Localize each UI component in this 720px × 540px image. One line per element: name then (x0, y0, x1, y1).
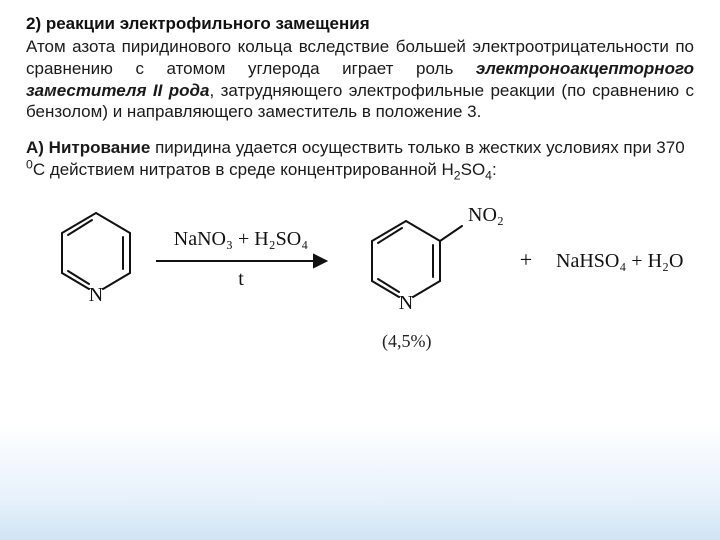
h2so4-sub-4: 4 (485, 168, 492, 182)
para2-rest-2: С действием нитратов в среде концентриро… (33, 160, 454, 179)
reaction-scheme: N NaNO₃ + H₂SO₄ t (26, 191, 694, 381)
nitro-substituent-label: NO₂ (468, 204, 504, 226)
yield-label: (4,5%) (382, 331, 431, 352)
para2-rest-1: пиридина удается осуществить только в же… (150, 138, 684, 157)
paragraph-intro: Атом азота пиридинового кольца вследстви… (26, 36, 694, 123)
h2so4-sub-2: 2 (454, 168, 461, 182)
reactant-nitrogen-label: N (89, 284, 103, 306)
para2-rest-4: : (492, 160, 497, 179)
degree-superscript: 0 (26, 157, 33, 171)
paragraph-nitration: А) Нитрование пиридина удается осуществи… (26, 137, 694, 181)
reaction-arrow (156, 255, 326, 267)
reagents-top: NaNO₃ + H₂SO₄ (174, 228, 308, 250)
reactant-pyridine (62, 213, 130, 289)
para2-rest-3: SO (461, 160, 486, 179)
product-nitrogen-label: N (399, 292, 413, 314)
para2-lead: А) Нитрование (26, 138, 150, 157)
plus-sign: + (520, 247, 532, 272)
section-title: 2) реакции электрофильного замещения (26, 14, 694, 34)
product-nitropyridine (372, 221, 462, 297)
reagents-bottom: t (238, 268, 244, 290)
byproducts: NaHSO₄ + H₂O (556, 250, 683, 272)
